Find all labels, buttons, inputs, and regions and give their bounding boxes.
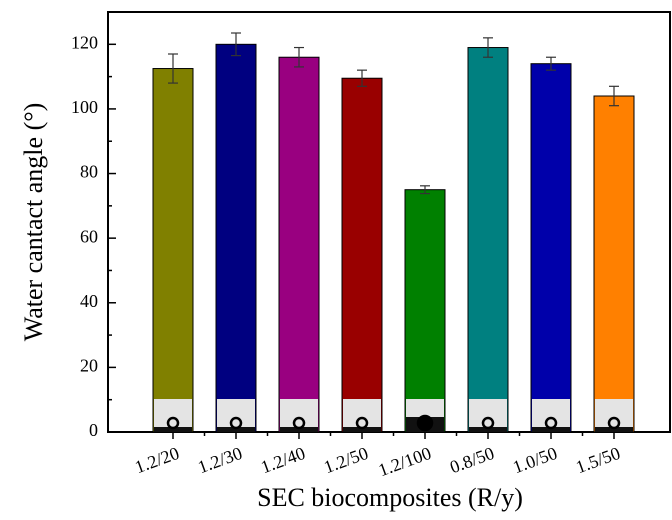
bar: [215, 43, 257, 433]
droplet-inset: [154, 399, 192, 432]
x-tick-label: 1.2/30: [195, 443, 245, 477]
bar: [404, 189, 446, 433]
bar: [278, 56, 320, 433]
plot-frame: [107, 11, 671, 433]
droplet-base: [217, 427, 255, 432]
y-tick-label: 20: [80, 356, 98, 376]
droplet-base: [280, 427, 318, 432]
bar: [593, 95, 635, 433]
x-tick-label: 1.5/50: [573, 443, 623, 477]
droplet-base: [532, 427, 570, 432]
droplet-inset: [343, 399, 381, 432]
droplet: [607, 416, 621, 430]
y-tick-label: 80: [80, 162, 98, 182]
y-tick-label: 40: [80, 291, 98, 311]
droplet: [229, 416, 243, 430]
droplet-base: [595, 427, 633, 432]
bar: [341, 77, 383, 433]
x-axis-title: SEC biocomposites (R/y): [257, 483, 523, 512]
droplet-inset: [469, 399, 507, 432]
droplet-inset: [595, 399, 633, 432]
y-tick-label: 0: [89, 420, 98, 440]
x-tick-label: 1.0/50: [510, 443, 560, 477]
x-tick-label: 0.8/50: [447, 443, 497, 477]
x-tick-label: 1.2/20: [132, 443, 182, 477]
bar: [467, 47, 509, 433]
bar: [530, 63, 572, 433]
y-tick-label: 120: [71, 32, 98, 52]
droplet: [481, 416, 495, 430]
droplet-base: [469, 427, 507, 432]
droplet: [544, 416, 558, 430]
droplet-inset: [217, 399, 255, 432]
droplet-inset: [280, 399, 318, 432]
y-tick-label: 60: [80, 226, 98, 246]
droplet: [292, 416, 306, 430]
droplet-base: [343, 427, 381, 432]
droplet: [416, 414, 434, 432]
droplet-base: [154, 427, 192, 432]
y-axis-title: Water cantact angle (°): [19, 103, 48, 342]
droplet: [166, 416, 180, 430]
droplet-inset: [532, 399, 570, 432]
x-tick-label: 1.2/100: [376, 443, 434, 480]
x-tick-label: 1.2/50: [321, 443, 371, 477]
x-tick-label: 1.2/40: [258, 443, 308, 477]
bar: [152, 68, 194, 433]
droplet: [355, 416, 369, 430]
y-tick-label: 100: [71, 97, 98, 117]
